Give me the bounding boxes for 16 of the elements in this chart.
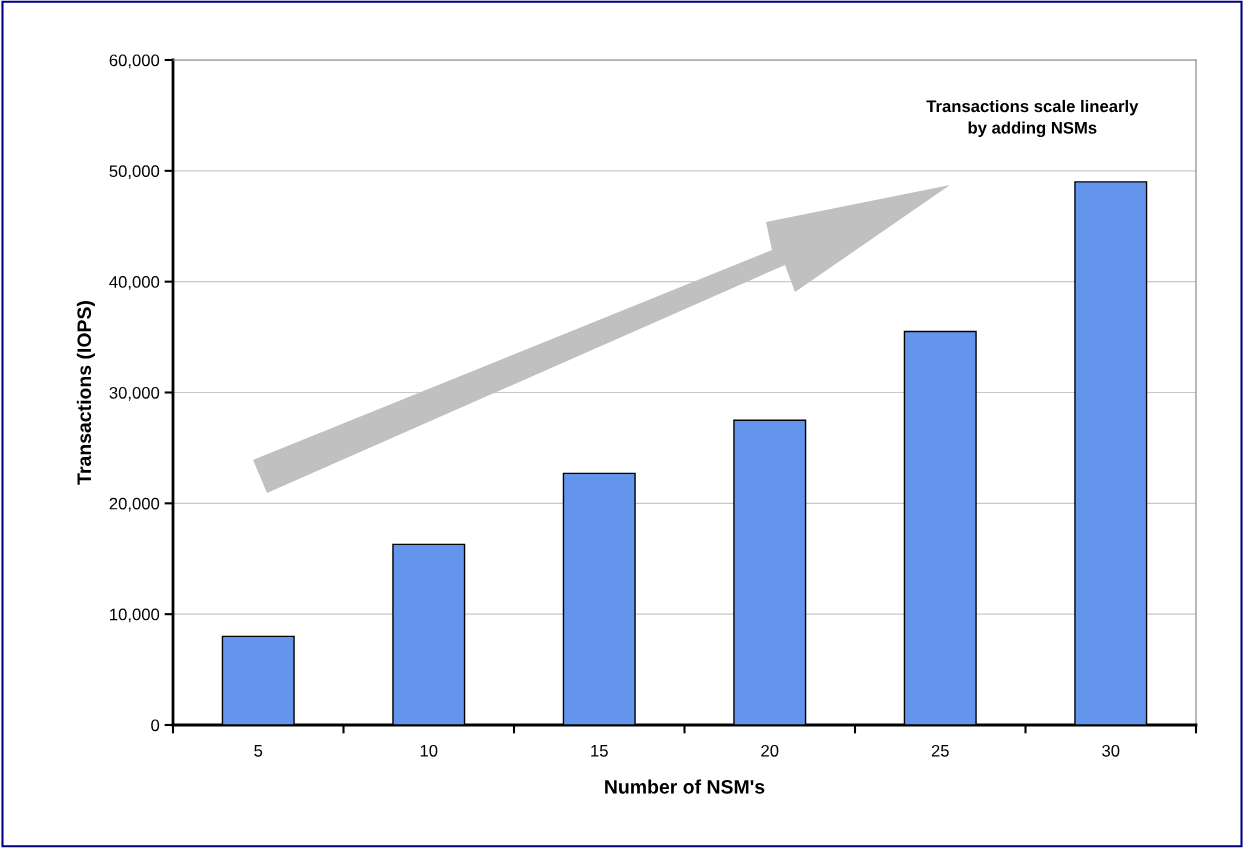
x-tick-label: 10 (420, 744, 438, 757)
x-tick-label: 5 (254, 745, 263, 757)
y-tick-label: 20,000 (109, 497, 160, 512)
x-tick-label: 25 (931, 744, 949, 757)
x-tick-label: 30 (1102, 744, 1120, 757)
y-tick-label: 60,000 (109, 54, 160, 69)
y-tick-label: 10,000 (110, 608, 160, 623)
annotation: Transactions scale linearly by adding NSMs (926, 99, 1139, 138)
y-axis-title: Transactions (IOPS) (76, 301, 95, 485)
y-tick-label: 40,000 (109, 276, 160, 290)
y-tick-label: 0 (151, 719, 160, 732)
y-tick-label: 50,000 (109, 165, 160, 180)
x-tick-label: 15 (591, 745, 608, 757)
x-axis-title: Number of NSM's (605, 779, 765, 794)
x-tick-label: 20 (761, 744, 779, 757)
y-tick-label: 30,000 (109, 386, 160, 401)
